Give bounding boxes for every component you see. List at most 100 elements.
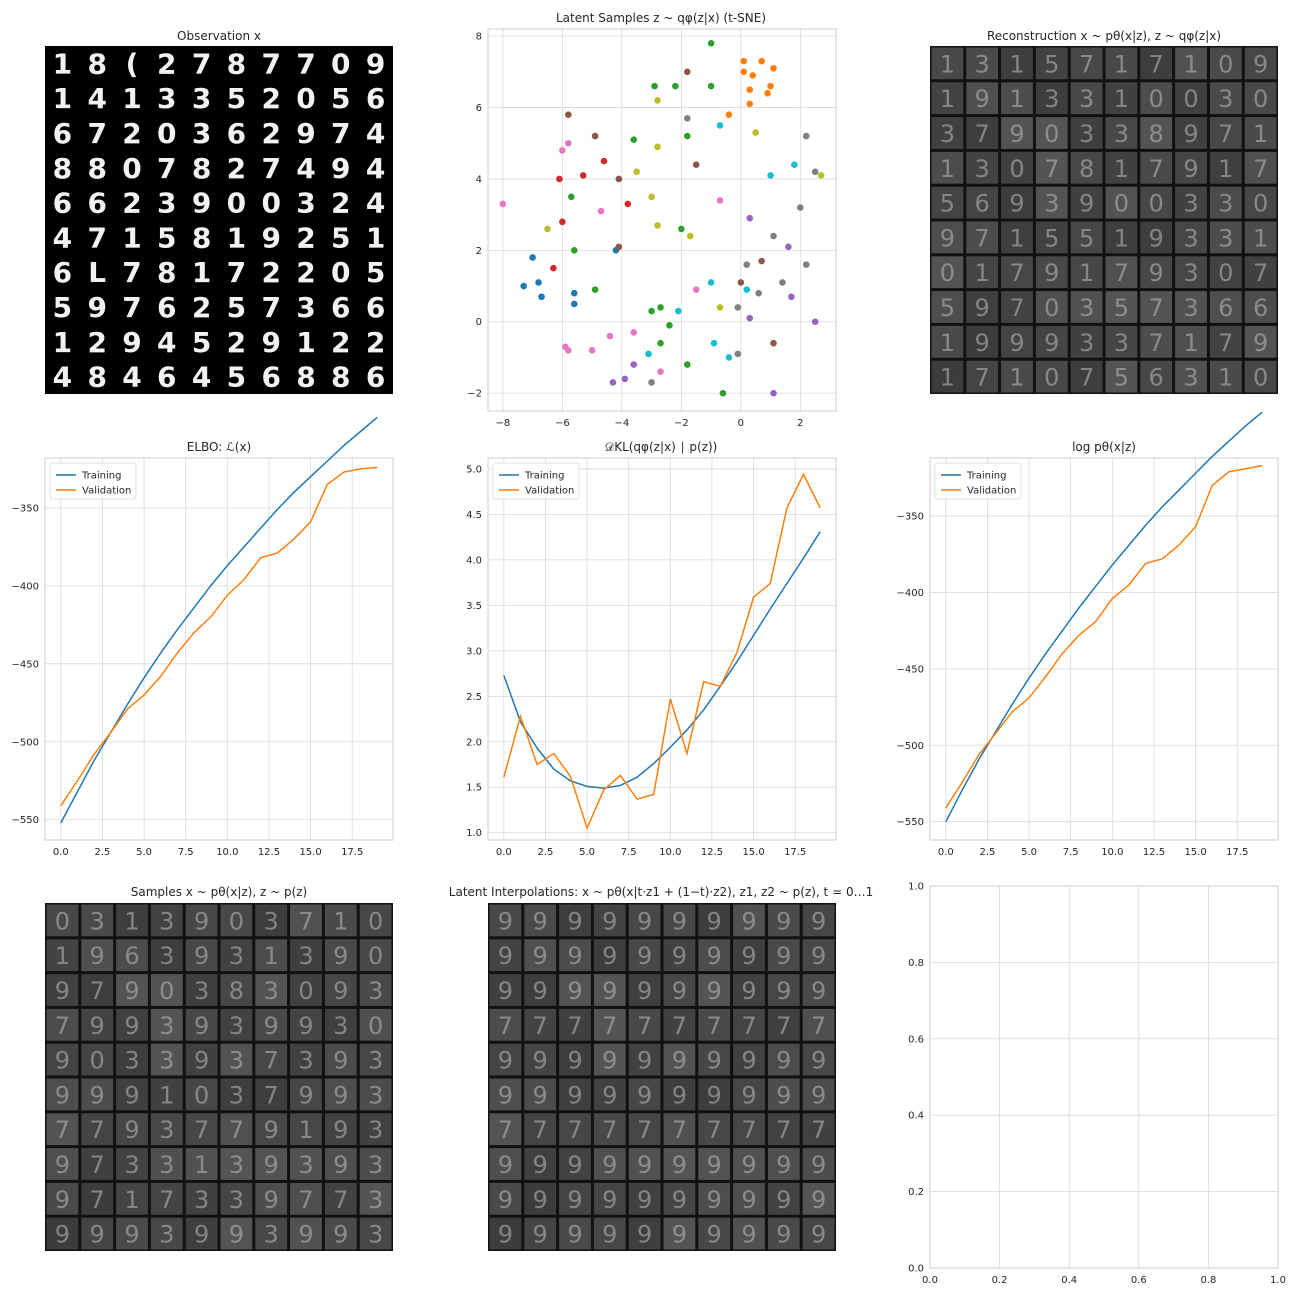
digit-glyph: 5 (1079, 224, 1094, 252)
digit-glyph: 0 (194, 1081, 209, 1109)
digit-glyph: 9 (567, 1186, 582, 1214)
reconstruction-image-grid: 1 3 1 5 7 1 7 1 0 91 9 1 3 3 1 0 0 3 03 7 9 0 3 3 8 9 7 11 3 0 7 8 1 7 9 1 7… (930, 46, 1278, 394)
digit-glyph: 9 (602, 1081, 617, 1109)
grid-cell (767, 1113, 800, 1146)
digit-glyph: 9 (1149, 224, 1164, 252)
digit-glyph: 3 (229, 942, 244, 970)
digit-glyph: 6 (1253, 294, 1268, 322)
scatter-point (624, 200, 632, 208)
grid-cell (663, 939, 696, 972)
digit-glyph: 9 (533, 942, 548, 970)
scatter-point (559, 147, 566, 154)
y-tick-label: 0.4 (908, 1111, 924, 1122)
grid-cell (663, 1113, 696, 1146)
scatter-point (716, 197, 724, 204)
digit-glyph: 3 (194, 977, 209, 1005)
scatter-point (683, 361, 691, 368)
digit-glyph: 9 (707, 942, 722, 970)
digit-glyph: 3 (1218, 85, 1233, 113)
digit-glyph: 5 (53, 291, 72, 324)
digit-glyph: 9 (194, 1221, 209, 1249)
grid-cell (81, 1113, 114, 1146)
scatter-point (570, 300, 578, 308)
grid-cell (185, 1008, 218, 1041)
digit-glyph: 1 (1253, 120, 1268, 148)
digit-glyph: 7 (533, 1012, 548, 1040)
grid-cell (1070, 151, 1103, 184)
scatter-point (770, 339, 777, 347)
digit-glyph: 5 (227, 361, 246, 394)
digit-glyph: 0 (1218, 259, 1233, 287)
grid-cell (185, 939, 218, 972)
scatter-point (740, 68, 748, 76)
digit-glyph: 7 (741, 1012, 756, 1040)
digit-glyph: 9 (124, 1116, 139, 1144)
digit-glyph: 9 (55, 1047, 70, 1075)
scatter-point (767, 172, 774, 179)
grid-cell (1105, 221, 1138, 254)
digit-glyph: 6 (261, 361, 280, 394)
digit-glyph: 9 (672, 977, 687, 1005)
grid-cell (185, 1113, 218, 1146)
digit-glyph: 9 (776, 1151, 791, 1179)
digit-glyph: 9 (602, 1151, 617, 1179)
grid-cell (802, 1043, 835, 1076)
scatter-point (746, 86, 754, 93)
digit-glyph: 9 (264, 1186, 279, 1214)
digit-glyph: 9 (55, 977, 70, 1005)
digit-glyph: 1 (122, 221, 141, 254)
grid-cell (931, 221, 964, 254)
digit-glyph: 9 (194, 1012, 209, 1040)
scatter-point (737, 279, 745, 286)
grid-cell (663, 904, 696, 937)
digit-glyph: 3 (124, 1047, 139, 1075)
digit-glyph: 5 (940, 294, 955, 322)
grid-cell (663, 1217, 696, 1250)
digit-glyph: 7 (776, 1116, 791, 1144)
digit-glyph: 3 (1114, 120, 1129, 148)
digit-glyph: 7 (1253, 155, 1268, 183)
digit-glyph: 7 (1009, 259, 1024, 287)
digit-glyph: 9 (124, 1081, 139, 1109)
grid-cell (255, 1078, 288, 1111)
grid-cell (966, 291, 999, 323)
grid-cell (324, 1148, 357, 1180)
grid-cell (663, 1182, 696, 1215)
digit-glyph: 9 (498, 1221, 513, 1249)
scatter-point (609, 379, 617, 386)
grid-cell (733, 1078, 765, 1111)
scatter-point (725, 354, 733, 361)
grid-cell (628, 1078, 661, 1111)
grid-cell (698, 1043, 731, 1076)
grid-cell (1209, 325, 1242, 358)
grid-cell (767, 939, 800, 972)
digit-glyph: 2 (122, 187, 141, 220)
grid-cell (1001, 256, 1033, 289)
digit-glyph: 9 (194, 942, 209, 970)
digit-glyph: 9 (567, 1081, 582, 1109)
digit-glyph: 3 (194, 1186, 209, 1214)
grid-cell (1140, 221, 1173, 254)
grid-cell (966, 82, 999, 115)
digit-glyph: 2 (192, 291, 211, 324)
digit-glyph: 3 (368, 977, 383, 1005)
digit-glyph: 1 (366, 221, 385, 254)
grid-cell (290, 1078, 322, 1111)
digit-glyph: 3 (368, 1047, 383, 1075)
digit-glyph: 9 (229, 1221, 244, 1249)
grid-cell (1175, 221, 1207, 254)
plot-frame (44, 457, 394, 841)
digit-glyph: 7 (333, 1186, 348, 1214)
digit-glyph: 9 (333, 1151, 348, 1179)
digit-glyph: 7 (811, 1012, 826, 1040)
digit-glyph: 5 (940, 190, 955, 218)
grid-cell (524, 904, 557, 937)
digit-glyph: 7 (602, 1116, 617, 1144)
grid-cell (524, 1217, 557, 1250)
grid-cell (698, 1217, 731, 1250)
digit-glyph: 9 (776, 977, 791, 1005)
y-tick-label: 4 (476, 174, 482, 185)
grid-cell (1244, 291, 1277, 323)
grid-cell (290, 904, 322, 937)
x-tick-label: 12.5 (1143, 847, 1165, 858)
